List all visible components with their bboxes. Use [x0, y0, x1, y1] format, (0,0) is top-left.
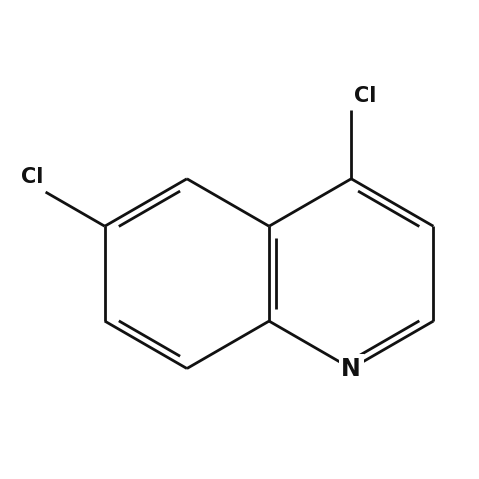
- Text: Cl: Cl: [21, 167, 43, 187]
- Text: Cl: Cl: [354, 86, 376, 106]
- Text: N: N: [342, 356, 361, 380]
